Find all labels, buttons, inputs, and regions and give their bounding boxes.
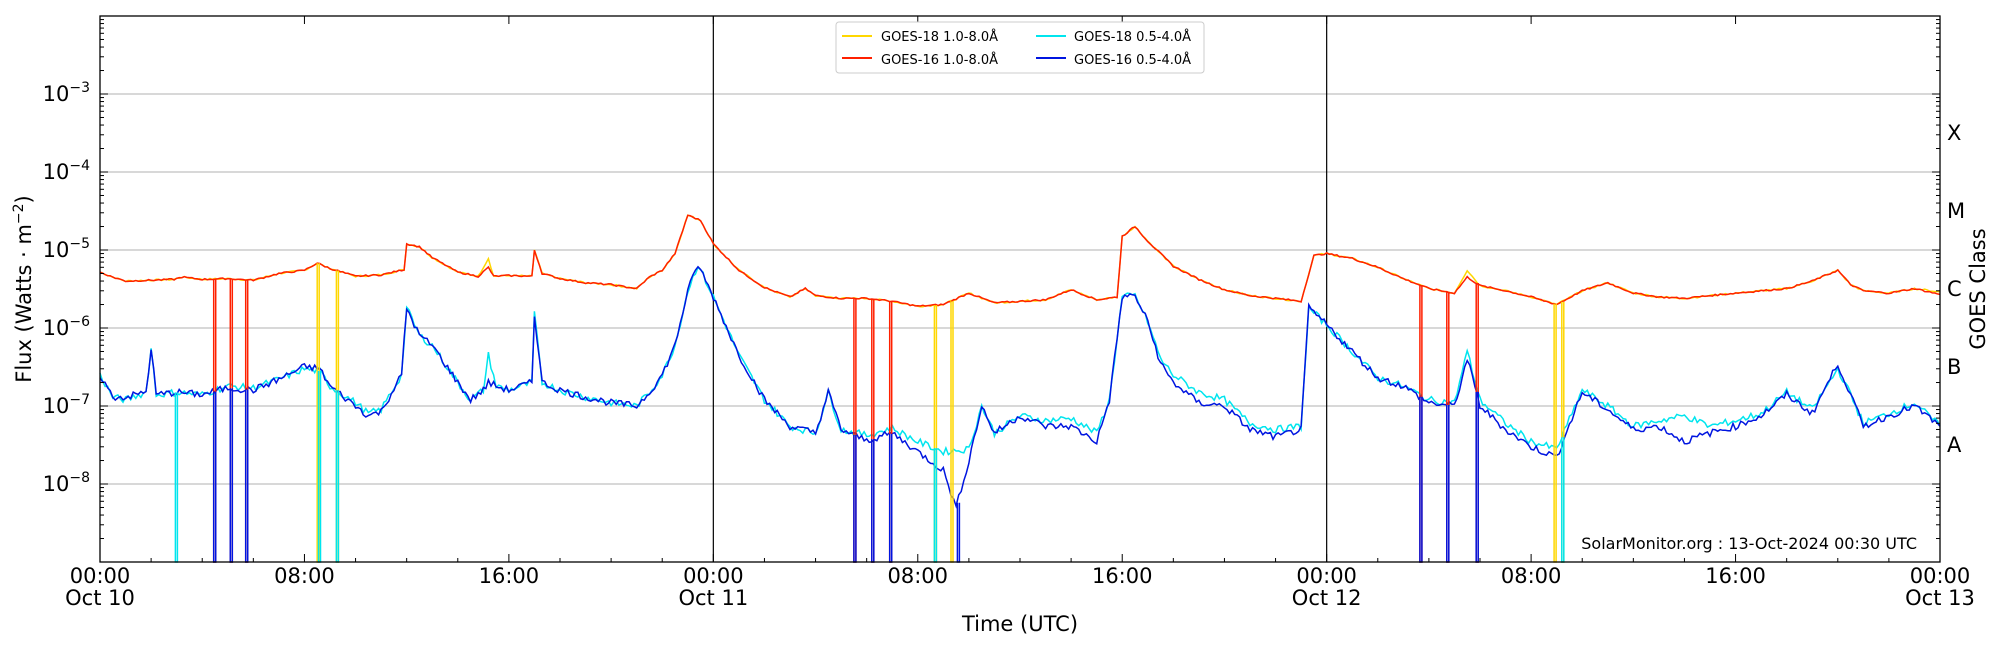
x-tick-date-label: Oct 13 [1905, 586, 1975, 610]
x-tick-date-label: Oct 10 [65, 586, 135, 610]
x-tick-label: 08:00 [888, 564, 949, 588]
y-tick-label: 10−8 [43, 470, 90, 496]
series-line [99, 265, 1941, 509]
y-axis-title: Flux (Watts · m−2) [11, 195, 36, 383]
watermark: SolarMonitor.org : 13-Oct-2024 00:30 UTC [1581, 534, 1917, 553]
x-tick-date-label: Oct 11 [678, 586, 748, 610]
x-tick-label: 16:00 [1705, 564, 1766, 588]
y-tick-label: 10−6 [43, 314, 90, 340]
y-tick-label: 10−4 [43, 158, 90, 184]
legend: GOES-18 1.0-8.0Å GOES-16 1.0-8.0Å GOES-1… [835, 21, 1205, 74]
x-tick-label: 00:00 [683, 564, 744, 588]
legend-label-goes16-long: GOES-16 1.0-8.0Å [881, 52, 998, 68]
x-tick-label: 08:00 [1501, 564, 1562, 588]
goes-class-axis-title: GOES Class [1966, 228, 1990, 349]
x-axis-title: Time (UTC) [961, 612, 1078, 636]
goes-class-label: C [1947, 277, 1962, 301]
x-tick-label: 00:00 [70, 564, 131, 588]
x-tick-label: 08:00 [274, 564, 335, 588]
goes-class-label: M [1947, 199, 1965, 223]
legend-label-goes18-short: GOES-18 0.5-4.0Å [1074, 29, 1191, 45]
y-tick-label: 10−3 [43, 80, 90, 106]
x-tick-label: 16:00 [1092, 564, 1153, 588]
y-tick-label: 10−7 [43, 392, 90, 418]
goes-class-label: B [1947, 355, 1961, 379]
x-tick-label: 00:00 [1296, 564, 1357, 588]
x-tick-label: 16:00 [479, 564, 540, 588]
x-tick-label: 00:00 [1910, 564, 1971, 588]
legend-box [835, 21, 1205, 74]
series-line [99, 214, 1941, 307]
legend-label-goes16-short: GOES-16 0.5-4.0Å [1074, 52, 1191, 68]
goes-class-label: X [1947, 121, 1961, 145]
x-tick-date-label: Oct 12 [1292, 586, 1362, 610]
legend-label-goes18-long: GOES-18 1.0-8.0Å [881, 29, 998, 45]
y-tick-label: 10−5 [43, 236, 90, 262]
goes-class-label: A [1947, 433, 1962, 457]
